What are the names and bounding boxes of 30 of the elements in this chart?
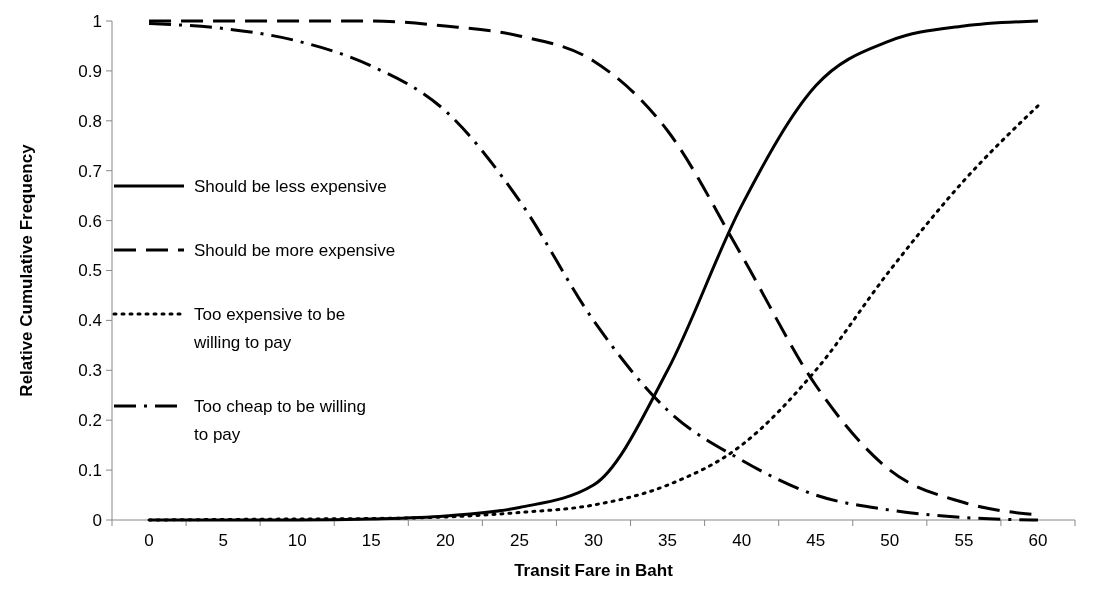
y-tick-label: 0.9	[78, 61, 102, 81]
x-tick-label: 60	[1028, 531, 1048, 550]
legend-label: Should be more expensive	[194, 241, 396, 260]
x-tick-label: 5	[218, 531, 228, 550]
legend-label: Should be less expensive	[194, 177, 387, 196]
x-tick-label: 45	[806, 531, 826, 550]
y-tick-label: 0.8	[78, 111, 102, 131]
y-tick-label: 0.5	[78, 261, 102, 281]
x-tick-label: 20	[435, 531, 455, 550]
x-tick-label: 0	[144, 531, 154, 550]
y-tick-label: 0.3	[78, 361, 102, 381]
y-tick-label: 0.1	[78, 461, 102, 481]
x-tick-label: 40	[732, 531, 752, 550]
x-tick-label: 15	[361, 531, 381, 550]
legend-label: Too expensive to be willing to pay	[193, 305, 346, 352]
x-tick-label: 35	[658, 531, 678, 550]
x-tick-label: 30	[584, 531, 603, 550]
y-tick-label: 0.2	[78, 411, 102, 431]
y-tick-label: 0	[92, 510, 102, 530]
y-tick-label: 0.6	[78, 211, 102, 231]
x-tick-label: 25	[509, 531, 529, 550]
y-tick-label: 0.7	[78, 161, 102, 181]
x-tick-label: 50	[880, 531, 900, 550]
x-axis-title: Transit Fare in Baht	[514, 561, 674, 580]
legend-label: Too cheap to be willing to pay	[194, 397, 367, 444]
y-tick-label: 1	[92, 11, 102, 31]
x-tick-label: 10	[287, 531, 307, 550]
y-tick-label: 0.4	[78, 311, 102, 331]
y-axis-title: Relative Cumulative Frequency	[17, 143, 36, 397]
x-tick-label: 55	[954, 531, 974, 550]
